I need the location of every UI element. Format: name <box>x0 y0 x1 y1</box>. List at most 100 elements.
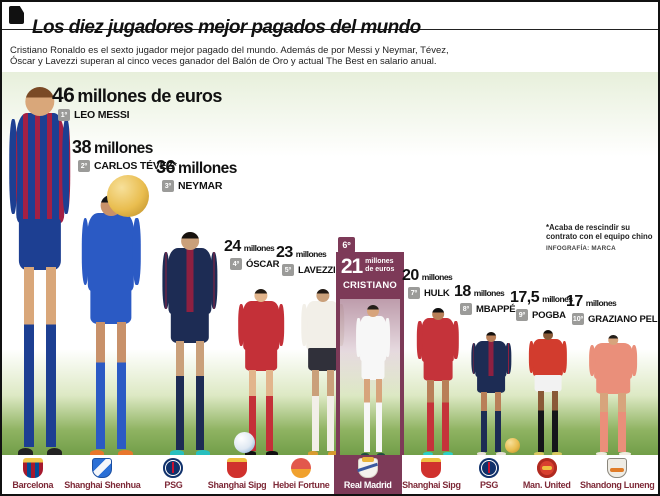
leg <box>95 321 105 449</box>
barcelona-logo-icon <box>22 458 43 478</box>
boot <box>376 452 385 457</box>
shorts <box>477 375 505 393</box>
player-figure-neymar <box>150 232 230 457</box>
boot <box>266 451 278 456</box>
shanghai-sipg-logo-icon <box>421 458 442 478</box>
rank-badge: 8º <box>460 303 472 315</box>
footnote: *Acaba de rescindir su contrato con el e… <box>546 223 658 252</box>
leg <box>537 390 545 452</box>
club-cell-manutd: Man. United <box>517 455 577 494</box>
jersey <box>528 338 568 376</box>
leg <box>617 393 626 452</box>
jersey <box>356 315 390 361</box>
boot <box>423 451 434 456</box>
cristiano-salary-box: 21 millones de euros CRISTIANO <box>336 252 404 299</box>
leg <box>311 369 319 451</box>
leg <box>551 390 559 452</box>
label-messi: 46 millones de euros 1º LEO MESSI <box>52 85 222 121</box>
shorts <box>534 374 562 392</box>
leg <box>265 369 273 451</box>
leg <box>46 266 56 447</box>
shandong-luneng-logo-icon <box>607 458 628 478</box>
boot <box>89 449 105 457</box>
shorts <box>170 311 210 343</box>
player-name: LAVEZZI <box>298 264 336 276</box>
shorts <box>308 348 338 372</box>
golden-ball-icon <box>107 175 149 217</box>
jersey <box>301 300 345 351</box>
boot <box>595 452 608 456</box>
salary-value: 36 millones <box>156 157 237 177</box>
player-figure-tevez <box>68 195 154 457</box>
player-figure-oscar <box>228 289 294 456</box>
player-name: CARLOS TÉVEZ* <box>94 160 177 172</box>
boot <box>244 451 256 456</box>
jersey <box>81 213 142 291</box>
boot <box>170 450 184 457</box>
page-title: Los diez jugadores mejor pagados del mun… <box>32 16 421 38</box>
rank-badge: 3º <box>162 180 174 192</box>
real-madrid-logo-icon <box>357 456 378 478</box>
infographic-credit: INFOGRAFÍA: MARCA <box>546 245 616 252</box>
player-head <box>25 87 55 117</box>
gold-ball-icon <box>505 438 520 453</box>
rank-badge: 5º <box>282 264 294 276</box>
leg <box>117 321 127 449</box>
jersey <box>470 340 512 378</box>
rank-badge: 2º <box>78 160 90 172</box>
club-cell-shandong: Shandong Luneng <box>577 455 658 494</box>
boot <box>307 451 319 456</box>
player-figure-pogba <box>520 330 576 456</box>
rank-badge: 4º <box>230 258 242 270</box>
label-lavezzi: 23 millones 5º LAVEZZI <box>276 244 336 276</box>
shorts <box>596 377 630 395</box>
boot <box>196 450 210 457</box>
cristiano-photo-frame <box>336 299 404 457</box>
player-head <box>316 289 330 303</box>
leg <box>24 266 34 447</box>
shorts <box>423 360 453 381</box>
shorts <box>90 288 132 325</box>
label-mbappe: 18 millones 8º MBAPPÉ <box>454 284 516 315</box>
club-cell-sipg: Shanghai Sipg <box>206 455 269 494</box>
shorts <box>361 359 385 380</box>
salary-value: 20 millones <box>402 267 453 284</box>
hebei-fortune-logo-icon <box>291 458 312 478</box>
player-head <box>543 330 553 340</box>
player-head <box>181 232 199 250</box>
leg <box>195 340 205 450</box>
rank-badge: 9º <box>516 309 528 321</box>
rank-badge-cristiano: 6º <box>338 237 355 253</box>
cristiano-column: 6º 21 millones de euros CRISTIANO <box>336 237 404 457</box>
club-cell-barcelona: Barcelona <box>2 455 64 494</box>
jersey <box>417 318 460 363</box>
jersey <box>9 112 70 223</box>
shorts <box>18 219 62 271</box>
salary-value: 21 <box>340 255 363 278</box>
player-name: NEYMAR <box>178 180 223 192</box>
psg-logo-icon <box>479 458 500 478</box>
player-head <box>254 289 268 303</box>
boot <box>476 452 487 456</box>
leg <box>364 378 370 452</box>
player-head <box>486 332 496 342</box>
player-name: ÓSCAR <box>246 258 280 270</box>
player-name: GRAZIANO PELLÈ <box>588 313 658 325</box>
boot <box>495 452 506 456</box>
label-pogba: 17,5 millones 9º POGBA <box>510 290 573 321</box>
player-name: HULK <box>424 287 450 299</box>
player-head <box>608 335 618 345</box>
jersey <box>588 343 637 380</box>
salary-value: 38 millones <box>72 137 153 157</box>
boot <box>442 451 453 456</box>
rank-badge: 1º <box>58 109 70 121</box>
title-bar: Los diez jugadores mejor pagados del mun… <box>2 2 658 38</box>
leg <box>427 379 434 452</box>
leg <box>249 369 257 451</box>
salary-value: 23 millones <box>276 244 327 261</box>
boot <box>552 452 562 456</box>
shanghai-sipg-logo-icon <box>227 458 248 478</box>
soccer-ball-icon <box>234 432 255 453</box>
